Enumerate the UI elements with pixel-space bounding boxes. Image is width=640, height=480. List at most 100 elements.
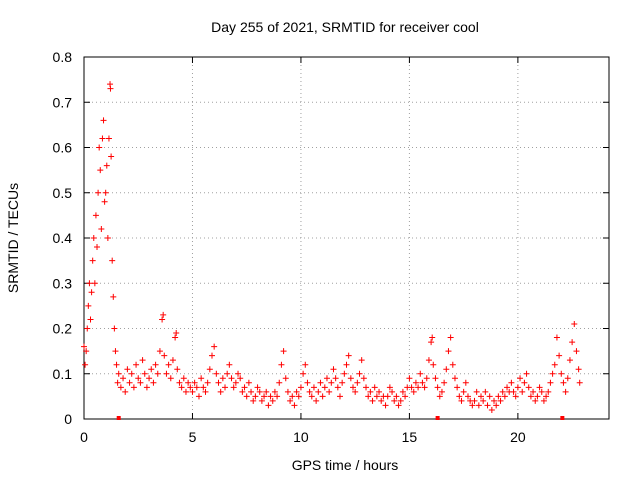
data-point	[109, 257, 116, 264]
data-point	[497, 397, 504, 404]
data-point	[222, 384, 229, 391]
data-point	[432, 375, 439, 382]
data-point	[84, 325, 91, 332]
data-point	[137, 379, 144, 386]
data-point	[193, 384, 200, 391]
data-point	[304, 379, 311, 386]
data-point	[114, 379, 121, 386]
y-tick-label: 0.2	[53, 321, 73, 337]
data-point	[113, 361, 120, 368]
data-point	[456, 393, 463, 400]
data-point	[315, 388, 322, 395]
data-point	[128, 370, 135, 377]
y-tick-label: 0.8	[53, 49, 73, 65]
x-tick-label: 10	[293, 429, 309, 445]
data-point	[187, 384, 194, 391]
data-point	[376, 388, 383, 395]
data-point	[154, 370, 161, 377]
data-point	[330, 366, 337, 373]
data-point	[543, 393, 550, 400]
data-point	[323, 375, 330, 382]
data-point	[88, 289, 95, 296]
x-axis-label: GPS time / hours	[292, 457, 399, 473]
data-point	[393, 393, 400, 400]
data-point	[169, 357, 176, 364]
data-point	[97, 167, 104, 174]
data-point	[284, 388, 291, 395]
data-point	[243, 393, 250, 400]
data-point	[235, 370, 242, 377]
data-point	[226, 361, 233, 368]
data-point	[408, 384, 415, 391]
data-point	[276, 379, 283, 386]
data-point	[365, 393, 372, 400]
data-point	[104, 235, 111, 241]
data-point	[382, 402, 389, 409]
data-point	[350, 384, 357, 391]
data-point	[317, 379, 324, 386]
data-point	[391, 397, 398, 404]
data-point	[328, 379, 335, 386]
data-point	[291, 402, 298, 409]
data-point	[202, 388, 209, 395]
data-point	[141, 370, 148, 377]
data-point	[152, 361, 159, 368]
data-point	[195, 393, 202, 400]
data-point	[191, 379, 198, 386]
y-tick-label: 0.5	[53, 185, 73, 201]
data-point	[527, 393, 534, 400]
data-point	[525, 384, 532, 391]
data-point	[336, 393, 343, 400]
data-point	[445, 348, 452, 355]
data-point	[232, 379, 239, 386]
data-point	[395, 402, 402, 409]
data-point	[549, 370, 556, 377]
data-point	[373, 393, 380, 400]
x-tick-label: 20	[510, 429, 526, 445]
data-point	[514, 384, 521, 391]
data-point	[245, 379, 252, 386]
x-tick-label: 0	[80, 429, 88, 445]
data-point	[224, 370, 231, 377]
data-point	[532, 397, 539, 404]
data-point	[367, 388, 374, 395]
data-point	[278, 361, 285, 368]
data-point	[219, 375, 226, 382]
y-axis-label: SRMTID / TECUs	[5, 183, 21, 293]
data-point	[464, 393, 471, 400]
data-point	[358, 357, 365, 364]
data-point	[566, 357, 573, 364]
data-point	[306, 388, 313, 395]
data-point	[87, 316, 94, 323]
data-point	[434, 384, 441, 391]
data-point	[441, 379, 448, 386]
data-point	[534, 393, 541, 400]
data-point	[308, 393, 315, 400]
y-tick-label: 0.3	[53, 275, 73, 291]
data-point	[347, 375, 354, 382]
data-point	[421, 384, 428, 391]
data-point	[206, 366, 213, 373]
data-point	[356, 370, 363, 377]
data-point	[265, 402, 272, 409]
data-point	[117, 384, 124, 391]
data-point	[99, 135, 106, 142]
data-point	[173, 330, 180, 337]
data-point	[530, 388, 537, 395]
data-point	[139, 357, 146, 364]
data-point	[462, 379, 469, 386]
data-point	[454, 384, 461, 391]
data-point	[146, 375, 153, 382]
data-point	[174, 366, 181, 373]
data-point	[473, 388, 480, 395]
data-point	[91, 280, 98, 287]
grid-lines	[84, 57, 609, 419]
data-point	[406, 375, 413, 382]
data-point	[178, 384, 185, 391]
data-points	[81, 81, 583, 420]
data-point	[332, 375, 339, 382]
data-point	[110, 293, 117, 300]
data-point	[135, 375, 142, 382]
